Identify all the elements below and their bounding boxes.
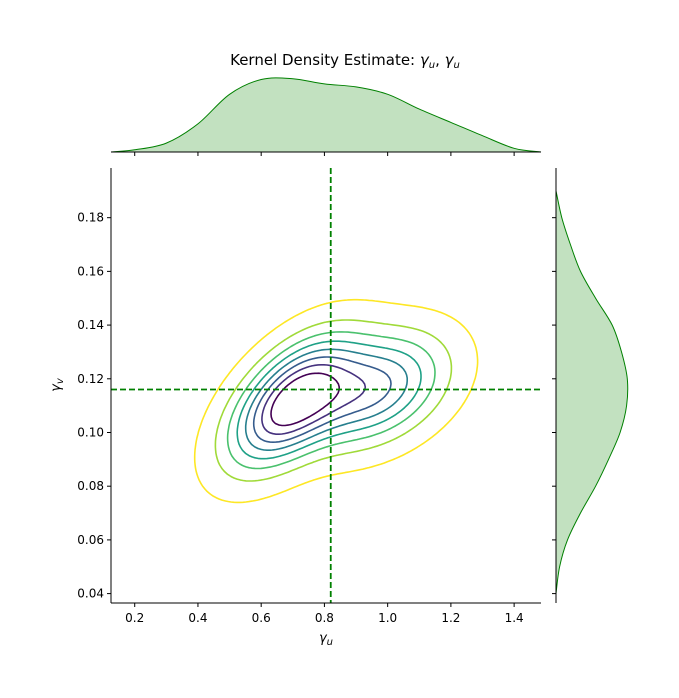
y-tick-label: 0.12 <box>77 372 104 386</box>
contour-level-7 <box>261 364 367 435</box>
x-axis-label: γu <box>319 631 333 648</box>
y-tick-label: 0.18 <box>77 211 104 225</box>
y-tick-label: 0.14 <box>77 318 104 332</box>
x-tick-label: 0.2 <box>125 611 144 625</box>
marginal-y-density <box>552 168 629 603</box>
marginal-x-fill <box>111 77 541 152</box>
marginal-y-ticks <box>552 217 556 595</box>
title-symbol-1-sub: u <box>429 60 435 71</box>
joint-density-plot: 0.2 0.4 0.6 0.8 1.0 1.2 1.4 0.040.060.080.100.… <box>77 168 541 625</box>
marginal-x-density <box>110 77 542 156</box>
contour-level-4 <box>236 340 422 460</box>
marginal-y-fill <box>556 190 628 594</box>
marginal-x-ticks <box>134 152 515 156</box>
title-symbol-1: γ <box>420 51 430 69</box>
contour-level-8 <box>270 372 340 427</box>
x-tick-label: 1.2 <box>441 611 460 625</box>
title-symbol-2-sub: u <box>454 60 460 71</box>
y-axis-label-symbol: γ <box>49 383 64 392</box>
title-separator: , <box>435 51 445 69</box>
chart-title: Kernel Density Estimate: γu, γu <box>230 51 460 71</box>
y-tick-label: 0.16 <box>77 264 104 278</box>
contour-level-2 <box>214 319 453 482</box>
x-axis-label-symbol: γ <box>319 631 328 646</box>
x-tick-label: 0.6 <box>252 611 271 625</box>
title-text: Kernel Density Estimate: <box>230 51 420 69</box>
x-axis-ticks: 0.2 0.4 0.6 0.8 1.0 1.2 1.4 <box>125 603 524 625</box>
x-tick-label: 1.4 <box>505 611 524 625</box>
y-axis-label-sub: v <box>55 377 66 384</box>
contour-level-1 <box>193 298 479 504</box>
y-axis-label: γv <box>49 377 66 392</box>
y-tick-label: 0.04 <box>77 587 104 601</box>
marginal-y-curve <box>555 190 629 594</box>
y-tick-label: 0.08 <box>77 479 104 493</box>
marginal-x-curve <box>110 77 542 153</box>
y-axis-ticks: 0.04 0.06 0.08 0.10 0.12 0.14 0.16 0.18 <box>77 211 111 601</box>
y-tick-label: 0.10 <box>77 425 104 439</box>
y-tick-label: 0.06 <box>77 533 104 547</box>
contour-level-6 <box>252 356 392 443</box>
x-tick-label: 0.8 <box>315 611 334 625</box>
contour-level-3 <box>226 331 436 470</box>
x-tick-label: 0.4 <box>188 611 207 625</box>
x-tick-label: 1.0 <box>378 611 397 625</box>
contour-lines <box>193 298 479 504</box>
x-axis-label-sub: u <box>327 637 333 648</box>
title-symbol-2: γ <box>445 51 455 69</box>
